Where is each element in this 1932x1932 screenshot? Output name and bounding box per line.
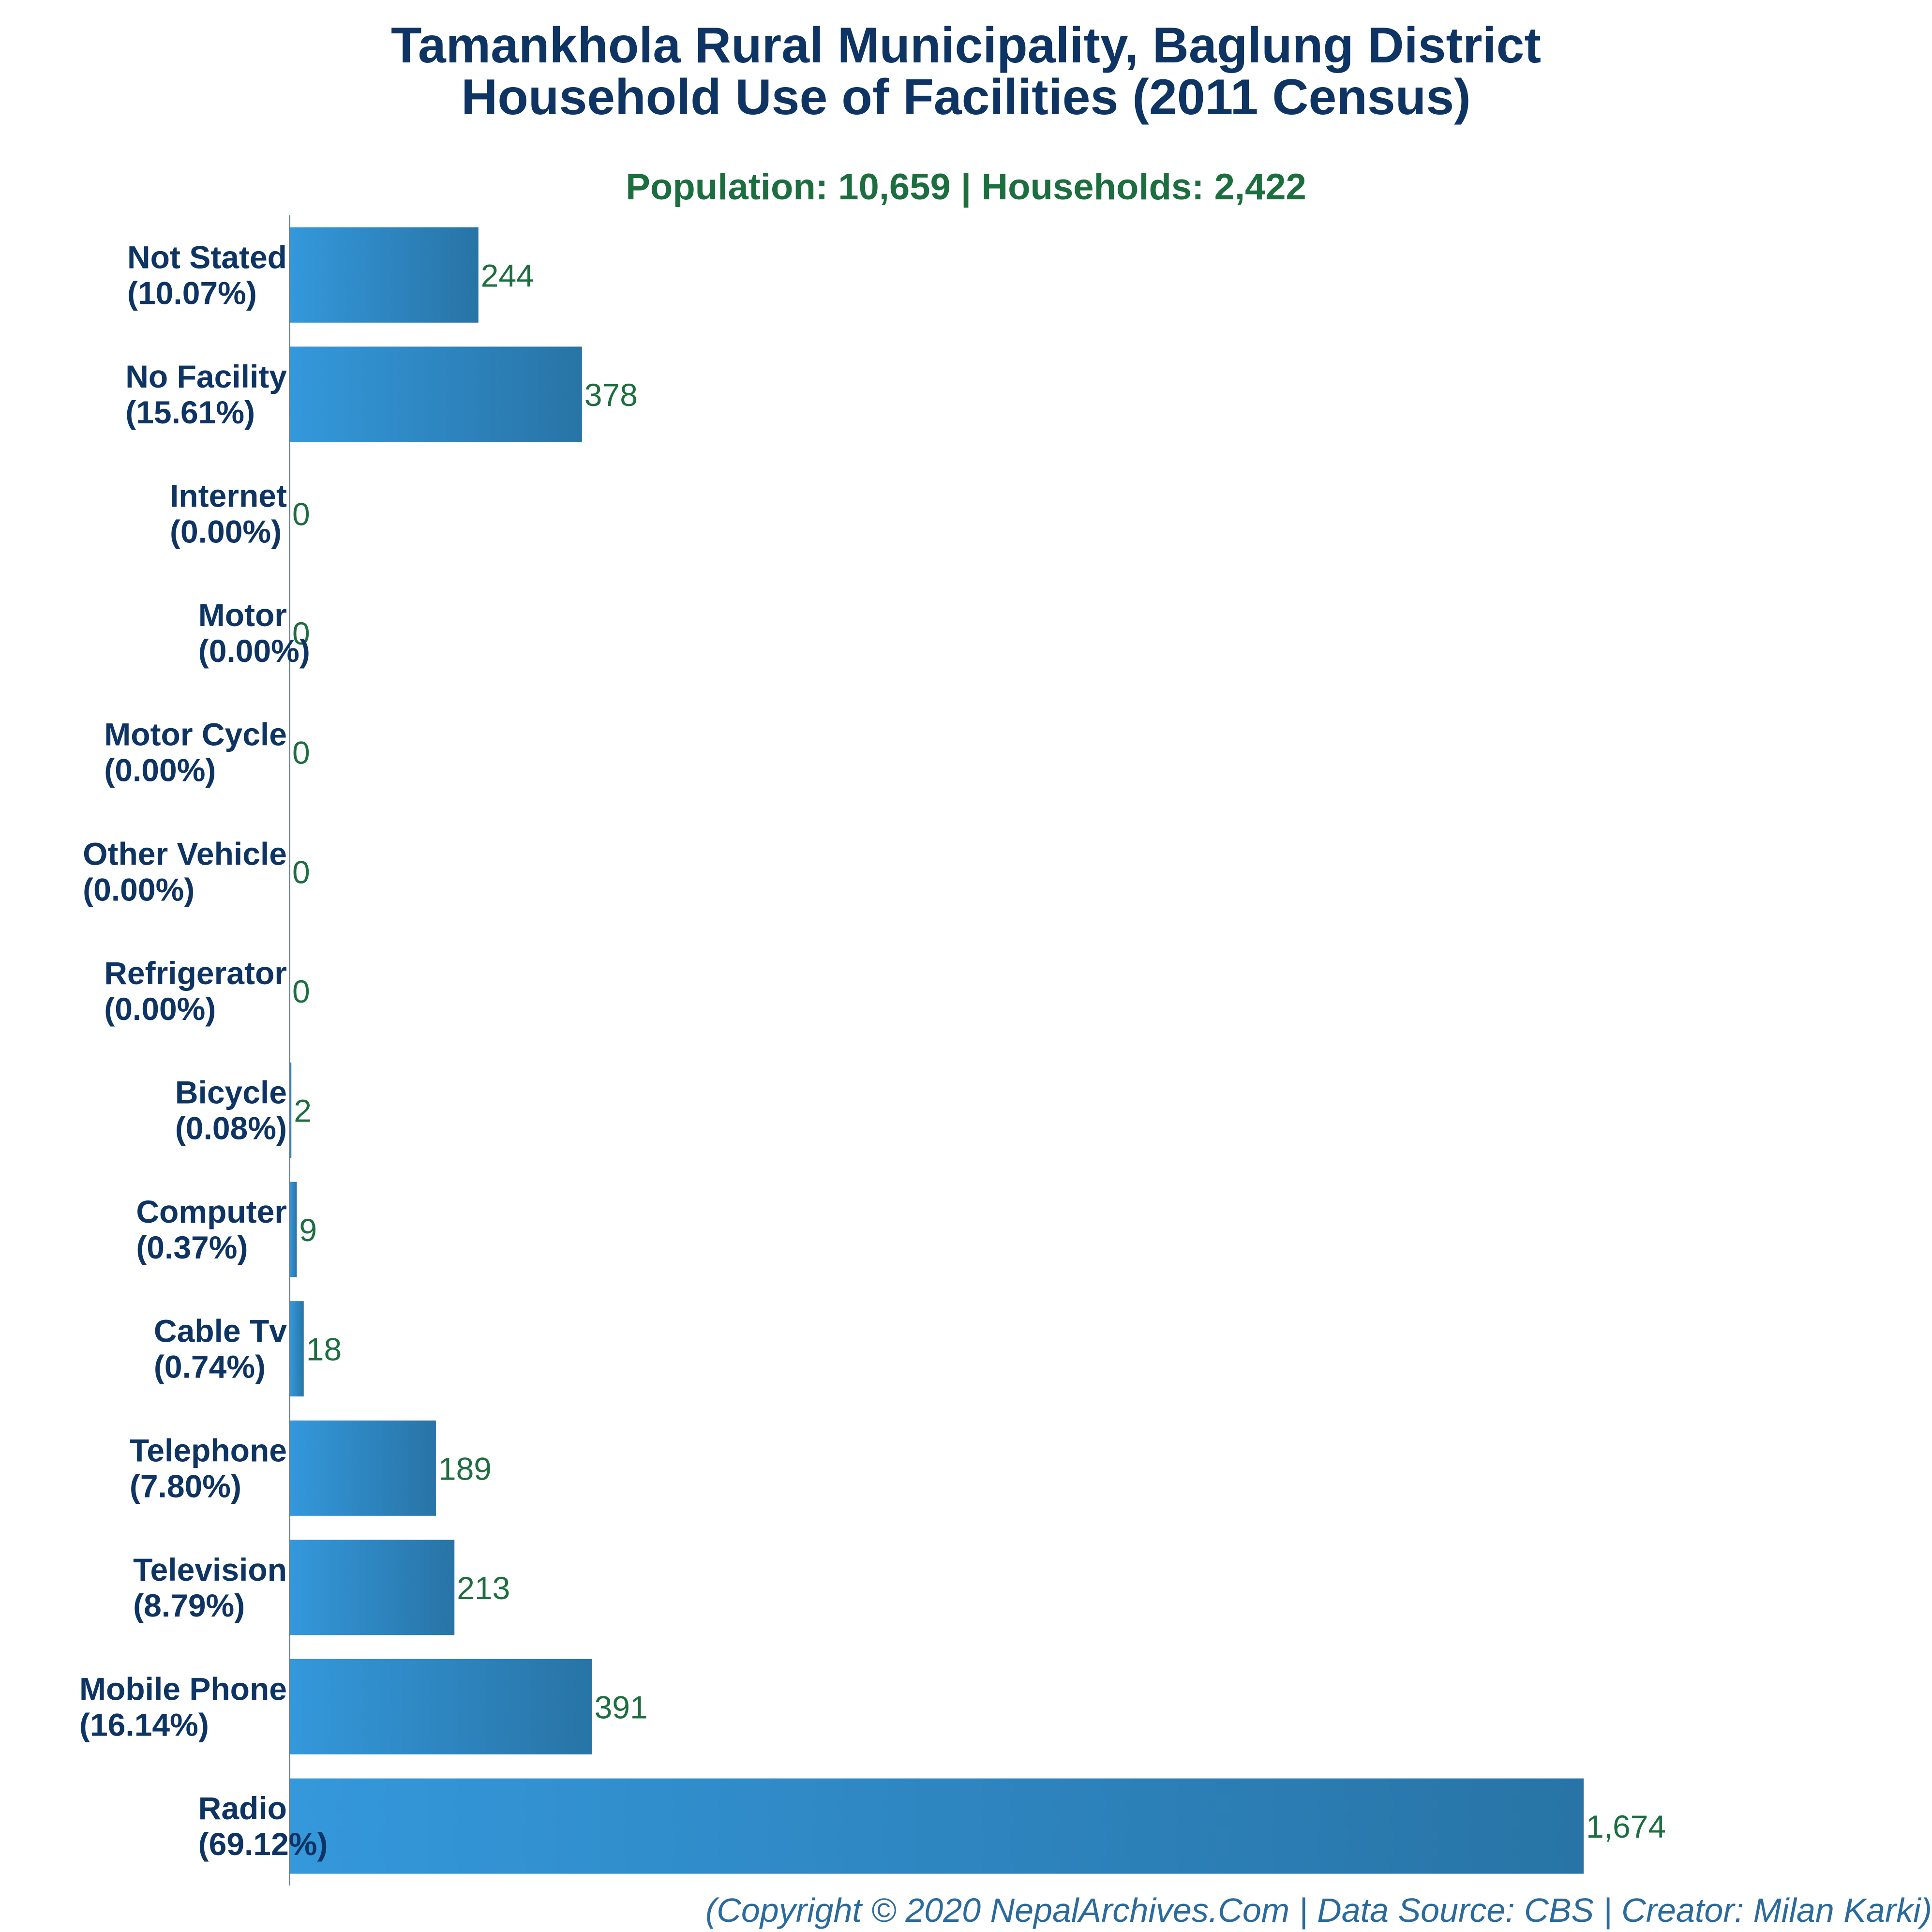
value-label-television: 213 — [457, 1570, 510, 1606]
chart-subtitle: Population: 10,659 | Households: 2,422 — [626, 166, 1306, 208]
bar-not-stated — [290, 227, 479, 323]
footer-credit: (Copyright © 2020 NepalArchives.Com | Da… — [705, 1891, 1932, 1929]
chart-title-line-2: Household Use of Facilities (2011 Census… — [461, 69, 1471, 125]
category-label-telephone: Telephone (7.80%) — [130, 1432, 287, 1504]
value-label-telephone: 189 — [438, 1451, 492, 1486]
category-label-mobile-phone: Mobile Phone (16.14%) — [79, 1671, 287, 1743]
category-label-motor-cycle: Motor Cycle (0.00%) — [104, 717, 287, 788]
bar-telephone — [290, 1420, 436, 1516]
bars-group: 244 Not Stated (10.07%) 378 No Facility (15.6… — [79, 227, 1666, 1874]
category-label-cable-tv: Cable Tv (0.74%) — [154, 1313, 287, 1385]
bar-bicycle — [290, 1063, 292, 1158]
value-label-refrigerator: 0 — [292, 973, 310, 1009]
bar-television — [290, 1540, 455, 1635]
category-label-computer: Computer (0.37%) — [136, 1194, 287, 1265]
bar-cable-tv — [290, 1301, 304, 1397]
bar-computer — [290, 1182, 297, 1277]
category-label-not-stated: Not Stated (10.07%) — [127, 239, 287, 311]
value-label-mobile-phone: 391 — [595, 1690, 648, 1725]
category-label-motor: Motor (0.00%) — [198, 597, 310, 669]
category-label-other-vehicle: Other Vehicle (0.00%) — [83, 836, 287, 907]
value-label-motor: 0 — [292, 615, 310, 651]
value-label-bicycle: 2 — [294, 1093, 312, 1129]
bar-no-facility — [290, 346, 582, 442]
bar-radio — [290, 1778, 1584, 1874]
value-label-motor-cycle: 0 — [292, 735, 310, 771]
value-label-no-facility: 378 — [584, 377, 638, 413]
value-label-not-stated: 244 — [481, 257, 534, 293]
value-label-computer: 9 — [299, 1212, 317, 1248]
value-label-cable-tv: 18 — [306, 1332, 342, 1367]
category-label-television: Television (8.79%) — [133, 1552, 287, 1623]
category-label-refrigerator: Refrigerator (0.00%) — [104, 955, 287, 1027]
value-label-other-vehicle: 0 — [292, 854, 310, 890]
bar-mobile-phone — [290, 1659, 592, 1754]
category-label-no-facility: No Facility (15.61%) — [125, 359, 287, 430]
value-label-radio: 1,674 — [1586, 1809, 1666, 1844]
category-label-internet: Internet (0.00%) — [170, 478, 287, 550]
category-label-radio: Radio (69.12%) — [198, 1790, 328, 1862]
chart-title-line-1: Tamankhola Rural Municipality, Baglung D… — [391, 17, 1541, 74]
value-label-internet: 0 — [292, 496, 310, 532]
category-label-bicycle: Bicycle (0.08%) — [175, 1075, 287, 1146]
